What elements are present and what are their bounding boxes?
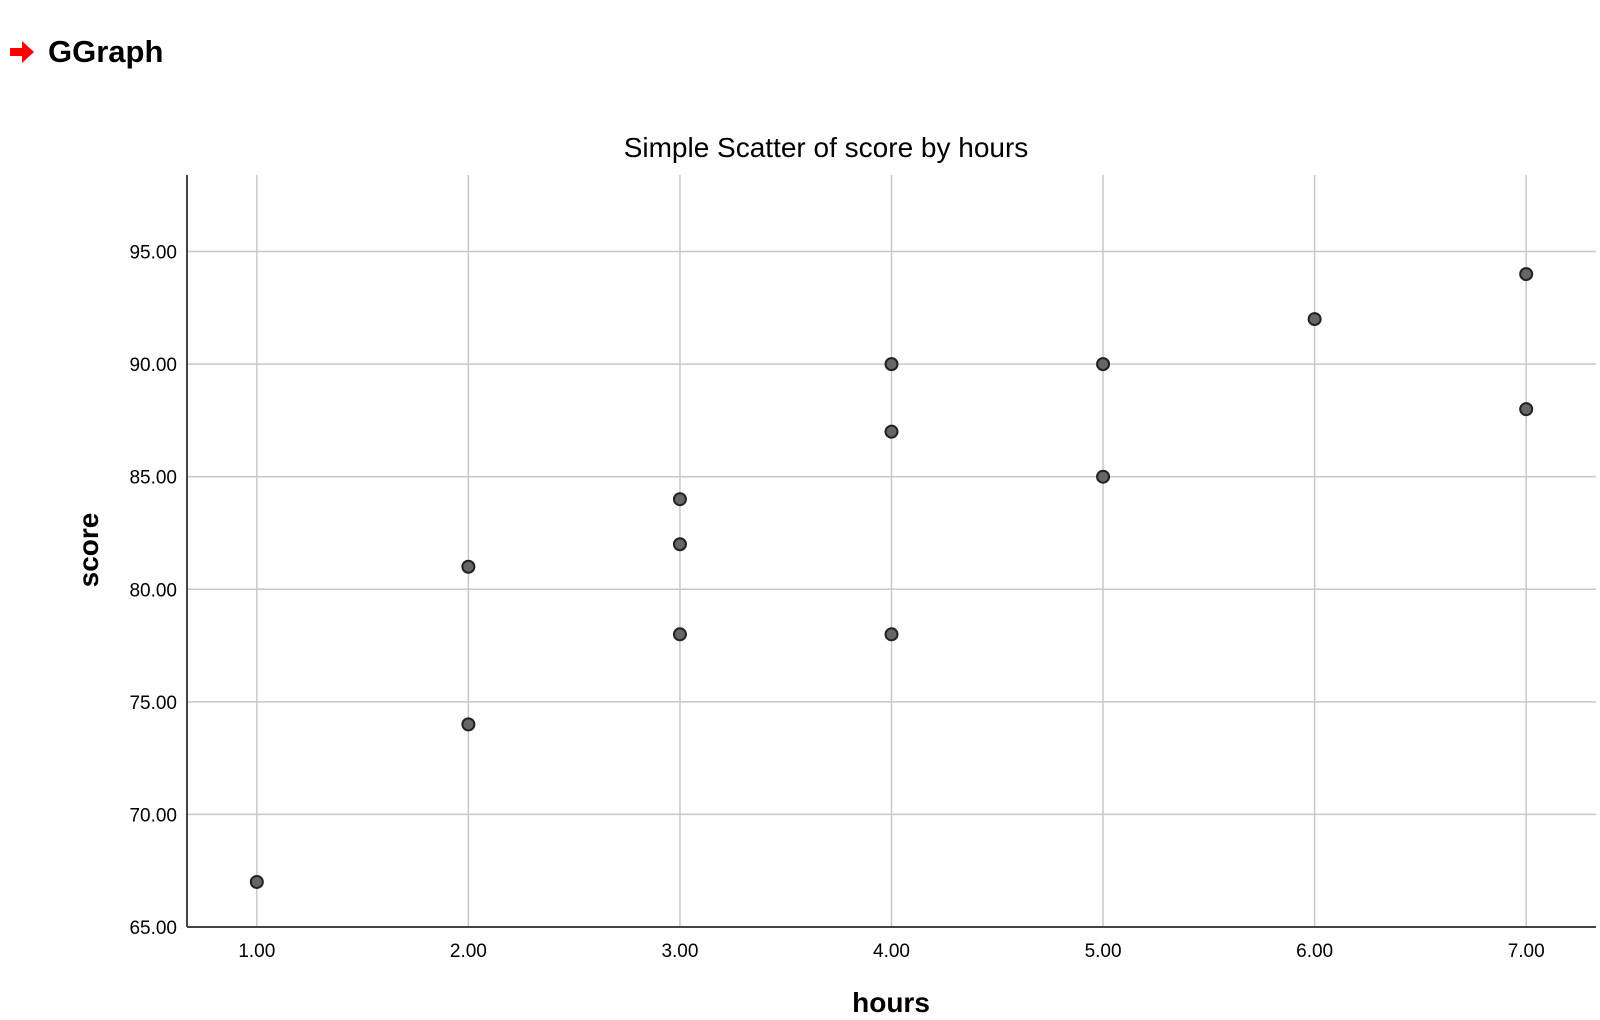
data-point <box>884 627 899 642</box>
output-header: GGraph <box>8 30 163 74</box>
output-title: GGraph <box>48 34 164 69</box>
data-point <box>461 559 476 574</box>
data-point <box>672 627 687 642</box>
data-points <box>249 267 1534 889</box>
x-tick-label: 4.00 <box>873 941 910 962</box>
grid-lines <box>187 175 1596 927</box>
x-axis-label: hours <box>852 987 930 1018</box>
data-point <box>249 874 264 889</box>
y-axis-label: score <box>73 513 104 588</box>
tick-labels: 1.00 2.00 3.00 4.00 5.00 6.00 7.00 65.00 70.00 75… <box>129 243 1544 962</box>
data-point <box>672 537 687 552</box>
data-point <box>1519 402 1534 417</box>
x-tick-label: 5.00 <box>1085 941 1122 962</box>
data-point <box>884 424 899 439</box>
x-tick-label: 2.00 <box>450 941 487 962</box>
y-tick-label: 65.00 <box>129 918 177 939</box>
data-point <box>1519 267 1534 282</box>
y-tick-label: 95.00 <box>129 243 177 264</box>
x-tick-label: 3.00 <box>661 941 698 962</box>
chart-title: Simple Scatter of score by hours <box>624 132 1029 163</box>
x-tick-label: 6.00 <box>1296 941 1333 962</box>
data-point <box>1096 357 1111 372</box>
axes <box>186 175 1596 928</box>
x-tick-label: 1.00 <box>238 941 275 962</box>
y-tick-label: 90.00 <box>129 355 177 376</box>
red-arrow-icon <box>10 41 34 63</box>
data-point <box>884 357 899 372</box>
y-tick-label: 75.00 <box>129 693 177 714</box>
y-tick-label: 80.00 <box>129 580 177 601</box>
y-tick-label: 70.00 <box>129 805 177 826</box>
data-point <box>1307 312 1322 327</box>
data-point <box>672 492 687 507</box>
x-tick-label: 7.00 <box>1508 941 1545 962</box>
y-tick-label: 85.00 <box>129 468 177 489</box>
data-point <box>1096 469 1111 484</box>
data-point <box>461 717 476 732</box>
